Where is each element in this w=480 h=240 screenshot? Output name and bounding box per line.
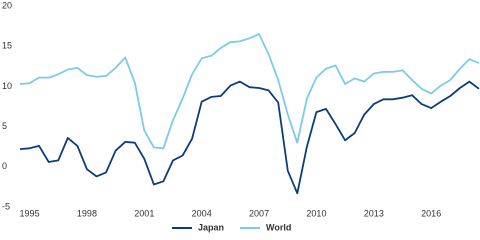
y-tick-label: 10 <box>2 81 12 91</box>
legend-label: Japan <box>198 222 224 232</box>
y-tick-label: 20 <box>2 0 12 10</box>
y-tick-label: 0 <box>2 161 7 171</box>
y-tick-label: 15 <box>2 41 12 51</box>
x-tick-label: 2016 <box>421 208 441 218</box>
series-line <box>19 80 480 195</box>
legend-label: World <box>266 222 291 232</box>
x-tick-label: 2010 <box>306 208 326 218</box>
y-tick-label: 5 <box>2 121 7 131</box>
x-tick-label: 1995 <box>20 208 40 218</box>
x-tick-label: 2004 <box>192 208 212 218</box>
x-tick-label: 1998 <box>77 208 97 218</box>
y-tick-label: -5 <box>2 201 10 211</box>
x-tick-label: 2013 <box>364 208 384 218</box>
x-tick-label: 2007 <box>249 208 269 218</box>
x-tick-label: 2001 <box>134 208 154 218</box>
series-line <box>19 33 480 150</box>
chart: -5 0 5 10 15 20 1995 1998 2001 2004 2007 2010 2013 20… <box>2 0 480 232</box>
